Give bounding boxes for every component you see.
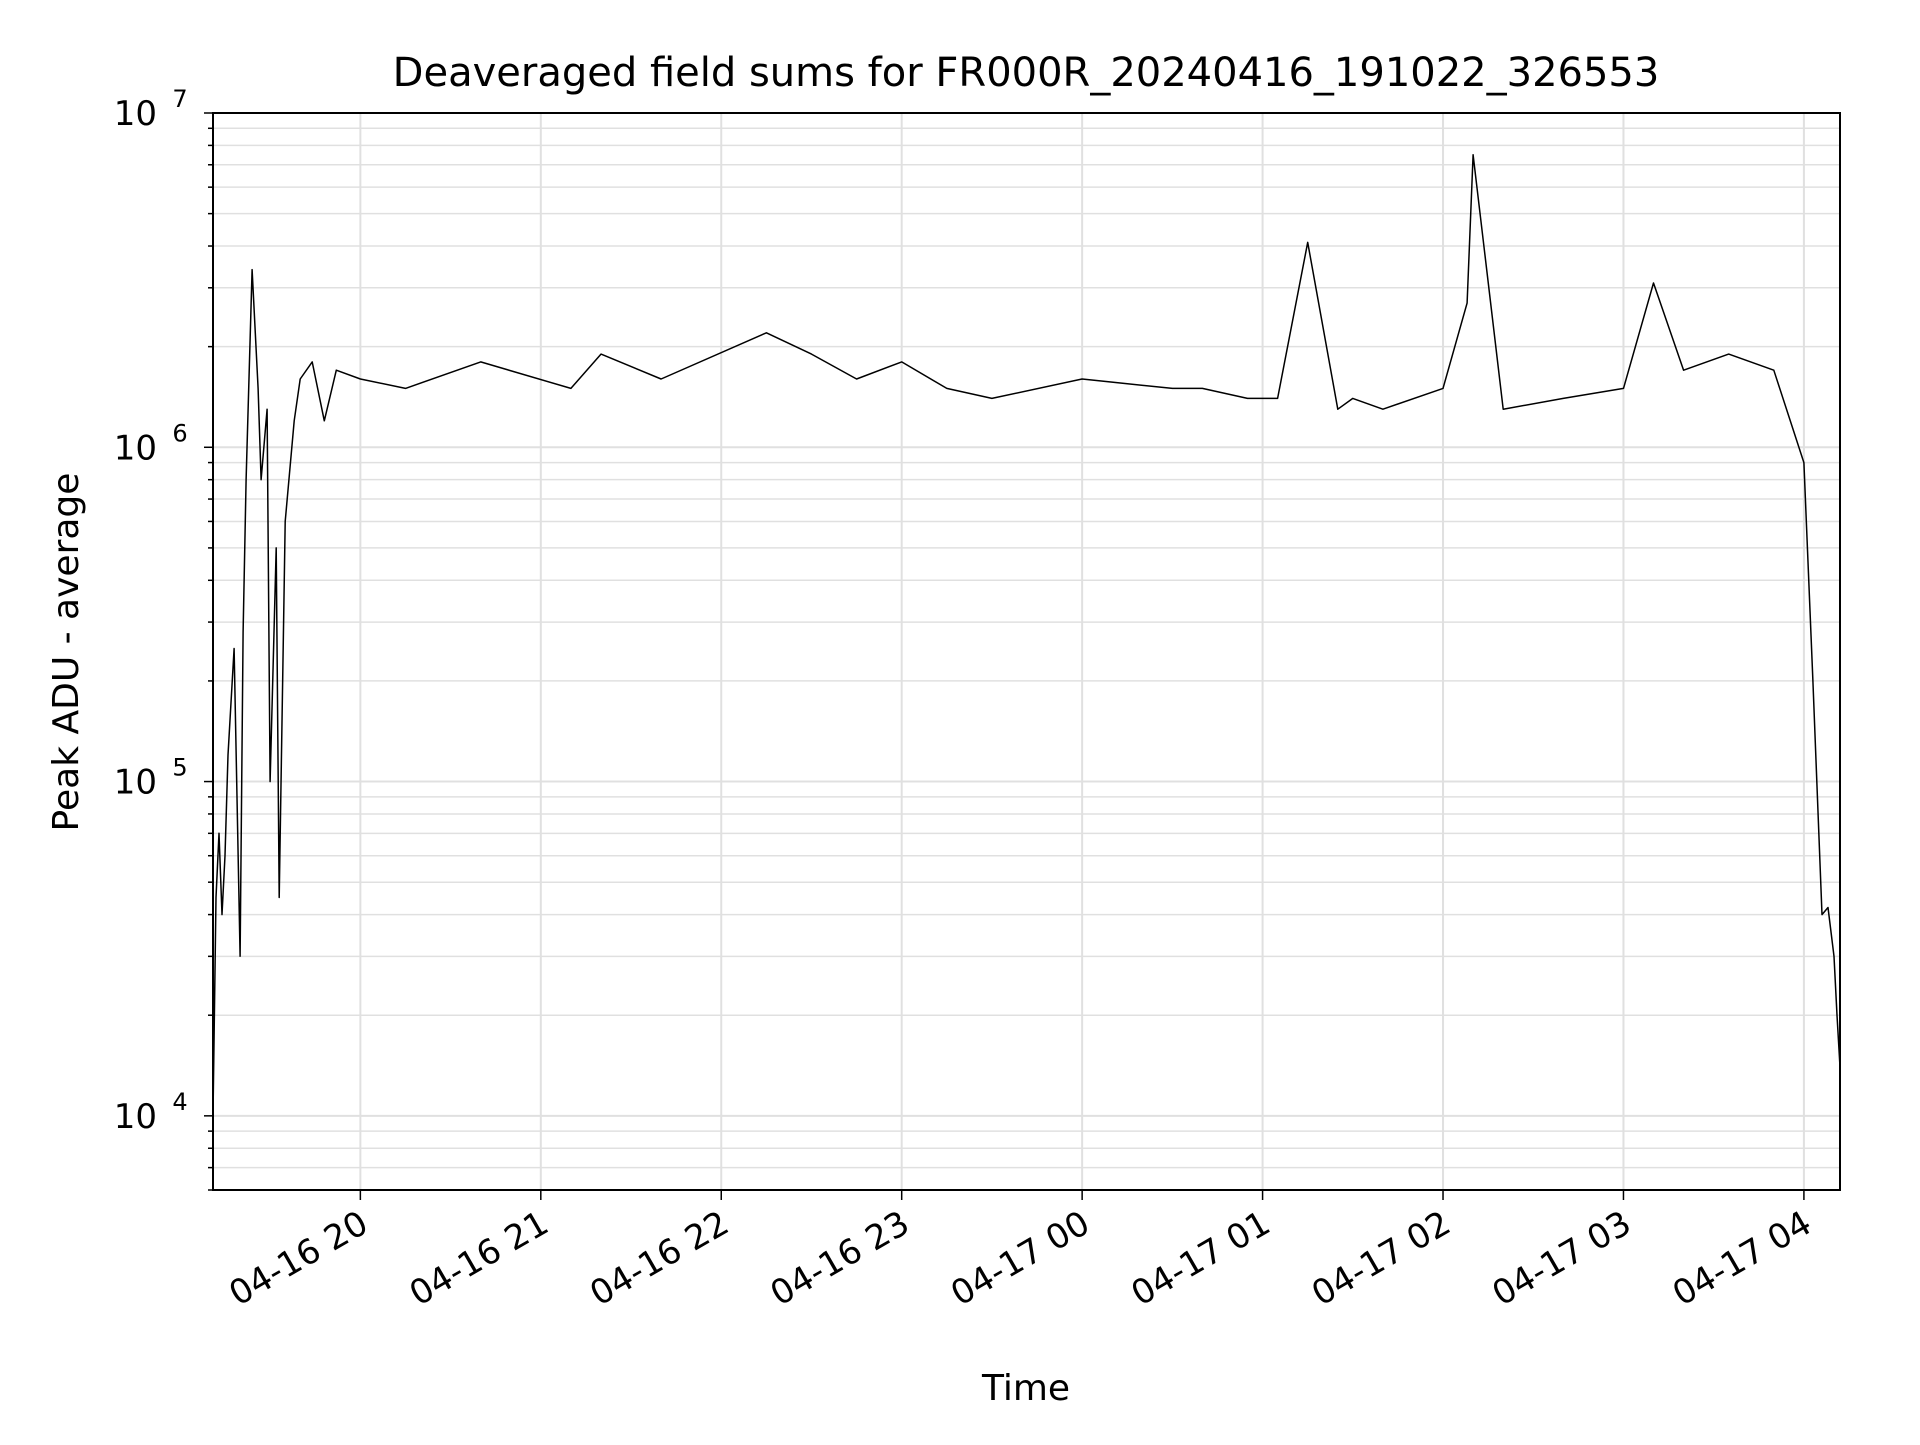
y-tick-label: 10 [114, 428, 157, 468]
y-tick-base: 10 [114, 763, 157, 803]
y-tick-label: 10 [114, 1097, 157, 1137]
plot-frame [212, 112, 1841, 1191]
y-tick-label: 10 [114, 763, 157, 803]
y-tick-exponent: 6 [172, 419, 187, 447]
y-tick-base: 10 [114, 1097, 157, 1137]
y-tick-exponent: 5 [172, 754, 187, 782]
y-tick-exponent: 7 [172, 85, 187, 113]
x-axis-label: Time [981, 1368, 1070, 1409]
data-layer [212, 154, 1841, 1116]
y-tick-base: 10 [114, 94, 157, 134]
y-tick-base: 10 [114, 428, 157, 468]
y-axis-label: Peak ADU - average [46, 473, 87, 832]
chart-title: Deaveraged field sums for FR000R_2024041… [393, 50, 1660, 96]
grid-layer [213, 112, 1840, 1191]
y-tick-exponent: 4 [172, 1088, 187, 1116]
y-tick-label: 10 [114, 94, 157, 134]
series-line [212, 154, 1841, 1116]
